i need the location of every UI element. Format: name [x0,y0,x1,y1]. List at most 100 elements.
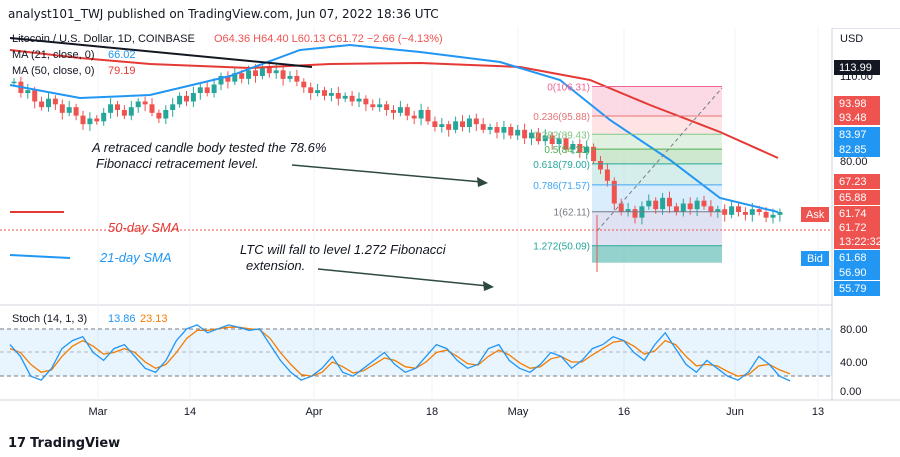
time-axis[interactable]: Mar 14 Apr 18 May 16 Jun 13 [89,406,825,418]
legend-ohlc: O64.36 H64.40 L60.13 C61.72 −2.66 (−4.13… [214,33,443,45]
candle-body [480,124,486,130]
candle-body [363,98,369,105]
candle-body [673,206,679,212]
candle-body [453,121,459,130]
candle-body [694,200,700,210]
candle-body [632,209,638,218]
candle-body [722,209,728,215]
candle-body [11,81,17,84]
fib-zone [592,134,722,150]
fib-labels: 0(106.31) 0.236(95.88) 0.382(89.43) 0.5(84.… [533,82,722,253]
candle-body [701,200,707,207]
fib-level-label: 0.786(71.57) [533,181,590,192]
stoch-d-value: 23.13 [140,313,168,325]
candle-body [625,209,631,212]
price-tag-label: 61.74 [839,208,867,220]
price-tag-bg [834,281,880,296]
candle-body [80,115,86,125]
price-tag-label: 113.99 [839,62,872,74]
legend-ma21: MA (21, close, 0) [12,49,95,61]
candle-body [542,135,548,142]
candle-body [170,104,176,110]
legend-ma50: MA (50, close, 0) [12,65,95,77]
candle-body [225,76,231,82]
legend-ma50-value: 79.19 [108,65,136,77]
candle-body [425,110,431,122]
fall-arrowhead [483,281,494,291]
fib-level-label: 0.618(79.00) [533,160,590,171]
candle-body [287,76,293,79]
candle-body [556,138,562,144]
candle-body [66,107,72,113]
sma21-label: 21-day SMA [99,250,172,265]
candle-body [184,95,189,102]
price-tag-label: 93.48 [839,112,867,124]
price-axis[interactable]: USD 110.00 80.00 113.9993.9893.4883.9782… [801,33,882,296]
candle-body [32,90,38,102]
candle-body [563,138,569,150]
sma21-legend-swatch [9,254,71,259]
candle-body [460,121,465,127]
fib-zone [592,149,722,164]
price-tag-bg [834,265,880,280]
fall-annotation-line1: LTC will fall to level 1.272 Fibonacci [240,242,447,257]
price-tag-bg [834,250,880,265]
retrace-annotation-line2: Fibonacci retracement level. [96,156,259,171]
candle-body [618,203,624,212]
candle-body [87,118,93,125]
stoch-title: Stoch (14, 1, 3) [12,313,87,325]
time-tick-label: 16 [618,406,630,418]
retrace-annotation-line1: A retraced candle body tested the 78.6% [91,140,326,155]
candle-body [218,76,224,85]
candle-body [611,180,617,204]
candle-body [370,104,376,108]
price-tags: 113.99 93.98 93.48 83.97 82.85 67.23 65.88 61.7… [834,60,882,296]
candle-body [273,70,279,74]
candle-body [777,212,783,215]
candle-body [397,107,403,113]
fib-trend-line [596,87,723,232]
candle-body [308,87,314,93]
price-tag-bg [834,220,880,235]
candle-body [439,124,445,127]
time-tick-label: Mar [89,406,108,418]
candle-body [204,87,210,93]
candle-body [770,214,776,218]
time-tick-label: Jun [726,406,744,418]
candle-body [446,124,452,130]
candle-body [149,104,155,113]
legend-symbol: Litecoin / U.S. Dollar, 1D, COINBASE [12,33,195,45]
candle-body [577,144,583,153]
stoch-tick-40: 40.00 [840,357,868,369]
candle-body [687,203,693,210]
price-tag-label: 82.85 [839,144,867,156]
candle-body [232,73,238,82]
candle-body [418,110,424,119]
fib-level-label: 0(106.31) [547,82,590,93]
candle-body [473,118,479,125]
price-axis-currency: USD [840,33,863,45]
candle-body [115,104,120,110]
candle-body [522,129,528,139]
candle-body [598,161,603,170]
price-tag-bg [834,174,880,189]
chart-canvas[interactable]: 0(106.31) 0.236(95.88) 0.382(89.43) 0.5(84.… [0,0,900,430]
candle-body [253,70,258,76]
candle-body [349,95,355,102]
tradingview-logo[interactable]: 17 TradingView [8,436,120,451]
candle-body [660,197,666,210]
candle-body [163,110,169,119]
candle-body [335,93,341,99]
tradingview-logo-icon: 17 [8,436,27,451]
candle-body [59,104,65,113]
candle-body [756,209,762,212]
candle-body [391,110,396,113]
candle-body [729,206,735,215]
candle-body [708,206,714,212]
fib-zone [592,86,722,117]
candle-body [404,107,410,116]
ma50-line [9,49,779,159]
candle-body [101,112,107,122]
candle-body [570,144,576,150]
footer: 17 TradingView [0,430,900,457]
